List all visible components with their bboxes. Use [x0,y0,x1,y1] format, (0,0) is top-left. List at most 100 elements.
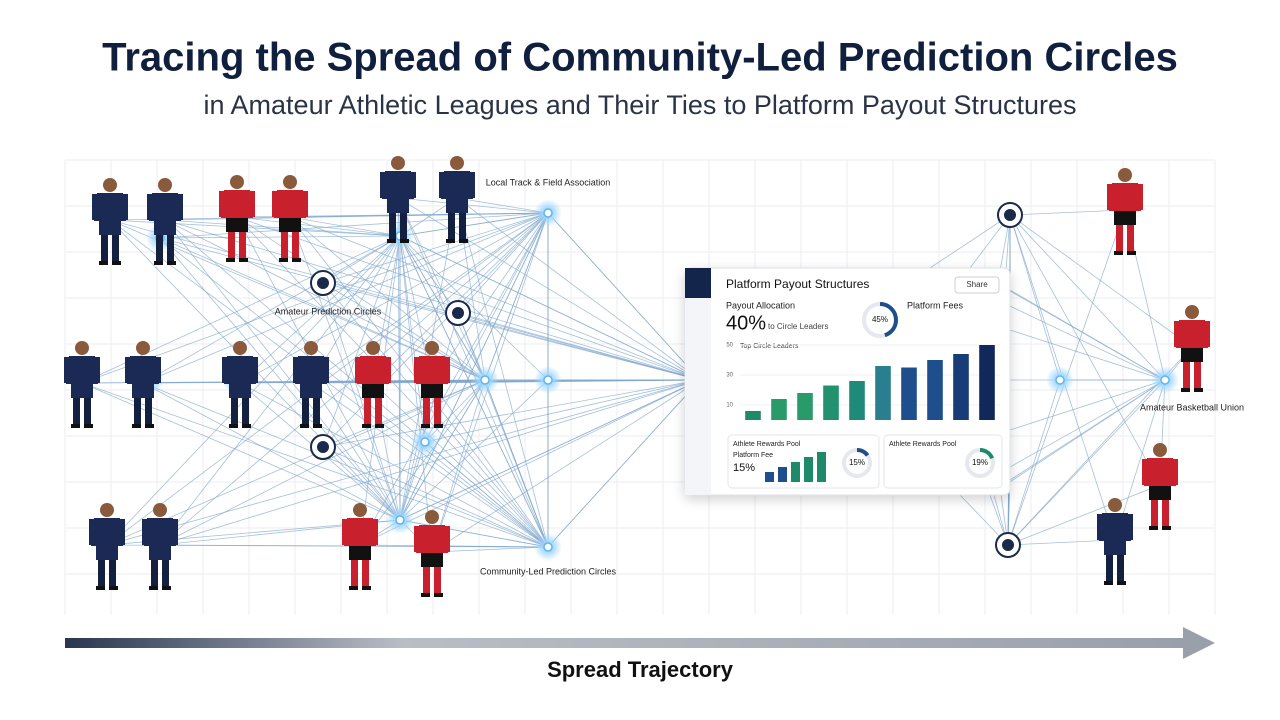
edge [484,212,549,381]
node-label: Amateur Prediction Circles [275,306,382,316]
head [75,341,89,355]
shorts [96,544,118,560]
arm [1128,514,1133,540]
edge [547,379,701,548]
legs [364,392,371,425]
edge [1009,214,1161,486]
bar [849,381,865,420]
edge [457,312,701,381]
mini-bar [765,472,774,482]
athlete [293,341,329,428]
shoe [84,424,93,428]
edge [159,237,701,381]
menu-button[interactable] [685,268,711,298]
jersey [416,356,448,384]
shoe [446,239,455,243]
shorts [229,382,251,398]
card-value: 15% [733,462,755,474]
head [1108,498,1122,512]
athlete [380,156,416,243]
node-label: Amateur Basketball Union [1140,402,1244,412]
shoe [226,258,235,262]
jersey [149,193,181,221]
legs [145,392,152,425]
edge [399,379,549,521]
jersey [221,190,253,218]
legs [1151,494,1158,527]
arm [142,519,147,545]
edge [399,235,459,314]
shoe [362,424,371,428]
edge [322,282,701,381]
head [100,503,114,517]
edge [322,446,549,548]
arm [445,526,450,552]
shorts [99,219,121,235]
edge [1009,214,1193,348]
shoe [109,586,118,590]
legs [1162,494,1169,527]
jersey [416,525,448,553]
badge-core [317,277,329,289]
arm [120,519,125,545]
edge [547,212,701,381]
legs [1194,356,1201,389]
edge [289,216,486,381]
head [1185,305,1199,319]
jersey [1144,458,1176,486]
athlete [89,503,125,590]
fees-label: Platform Fees [907,300,964,310]
edge [106,379,701,546]
shorts [1149,484,1171,500]
legs [459,207,466,240]
shoe [112,261,121,265]
edge [1007,539,1116,546]
legs [292,226,299,259]
edge [397,197,486,381]
edge [399,235,433,553]
share-button[interactable] [954,276,1000,294]
edge [929,214,1011,269]
edge [106,379,486,546]
edge [989,379,1166,496]
shoe [349,586,358,590]
arm [173,519,178,545]
jersey [91,518,123,546]
arm [156,357,161,383]
shoe [400,239,409,243]
shorts [446,197,468,213]
edge [289,216,401,521]
legs [231,392,238,425]
bar [875,366,891,420]
legs [156,229,163,262]
edge [1009,209,1126,216]
edge [1007,379,1061,546]
edge [289,216,401,237]
bar [901,367,917,420]
arm [411,172,416,198]
shoe [1162,526,1171,530]
legs [302,392,309,425]
badge-core [1004,209,1016,221]
legs [228,226,235,259]
head [1118,168,1132,182]
subtitle: in Amateur Athletic Leagues and Their Ti… [204,90,1077,120]
athlete [414,341,450,428]
edge [1007,484,1161,546]
athlete [1174,305,1210,392]
arm [386,357,391,383]
edge [159,212,549,239]
legs [242,392,249,425]
shoe [292,258,301,262]
edge [142,382,549,548]
mini-bar [804,457,813,482]
arm [64,357,69,383]
bar [953,354,969,420]
arm [380,172,385,198]
edge [289,216,701,381]
shoe [300,424,309,428]
legs [239,226,246,259]
mini-bar [778,467,787,482]
legs [448,207,455,240]
y-tick-label: 30 [726,373,733,379]
